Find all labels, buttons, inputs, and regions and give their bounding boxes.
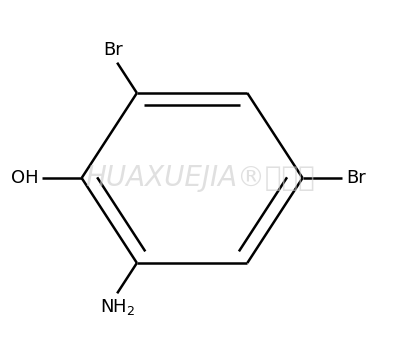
Text: NH$_2$: NH$_2$ [100, 297, 135, 317]
Text: OH: OH [11, 169, 38, 187]
Text: HUAXUEJIA®化学加: HUAXUEJIA®化学加 [85, 164, 315, 192]
Text: Br: Br [346, 169, 366, 187]
Text: Br: Br [103, 41, 123, 59]
